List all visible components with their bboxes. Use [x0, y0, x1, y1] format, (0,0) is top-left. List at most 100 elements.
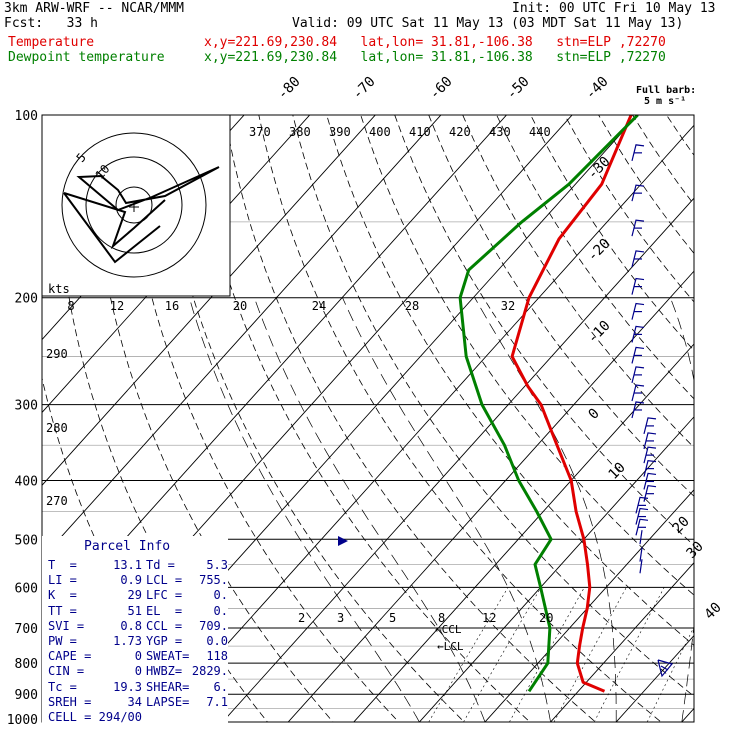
parcel-stat-value: 51: [127, 603, 142, 618]
isotherm-line: [549, 561, 694, 722]
wind-barb: [631, 277, 645, 295]
parcel-stat-value: 6.: [213, 679, 228, 694]
temperature-location: x,y=221.69,230.84 lat,lon= 31.81,-106.38…: [204, 35, 666, 50]
parcel-stat-label: HWBZ=: [146, 664, 183, 679]
wind-barb: [643, 472, 657, 490]
pressure-tick-label: 300: [15, 399, 38, 414]
parcel-stat-label: T =: [48, 558, 77, 572]
wind-barb: [635, 518, 649, 536]
mixing-ratio-label: 5: [389, 611, 396, 625]
wind-barb: [643, 417, 657, 435]
dry-adiabat: [122, 115, 400, 722]
mixing-ratio-line: [646, 626, 694, 722]
mixing-ratio-label: 12: [482, 611, 496, 625]
hodograph-axis-label: 32: [501, 299, 515, 313]
dewpoint-profile: [458, 115, 639, 693]
valid-time: Valid: 09 UTC Sat 11 May 13 (03 MDT Sat …: [292, 16, 684, 31]
parcel-stat-value: 0.0: [206, 634, 228, 648]
parcel-stat-label: EL =: [146, 603, 183, 618]
wind-barb: [631, 346, 645, 364]
isotherm-label: -40: [583, 74, 612, 103]
dry-adiabat: [224, 115, 597, 722]
lcl-marker: ←LCL: [437, 640, 464, 653]
pressure-tick-label: 100: [15, 109, 38, 124]
hodograph-axis-label: 12: [110, 299, 124, 313]
dry-adiabat: [701, 115, 740, 735]
dry-adiabat: [462, 115, 694, 448]
theta-e-label: 430: [489, 125, 511, 139]
wind-barb: [631, 144, 645, 161]
parcel-stat-value: 0.: [213, 603, 228, 618]
isotherm-line: [287, 270, 694, 722]
wind-barb: [635, 496, 649, 514]
parcel-stat-value: 294/00: [98, 710, 142, 724]
hodograph-axis-label: 24: [312, 299, 326, 313]
plot-frame: [41, 114, 695, 723]
parcel-stat-label: CIN =: [48, 664, 85, 679]
hodograph-ring: [61, 132, 207, 278]
init-time: Init: 00 UTC Fri 10 May 13: [512, 1, 716, 16]
wind-barb: [631, 366, 645, 384]
pressure-tick-label: 1000: [7, 713, 38, 728]
dry-adiabat: [496, 115, 694, 400]
hodograph-trace: [63, 192, 166, 250]
wind-barb: [631, 302, 645, 320]
parcel-stat-label: YGP =: [146, 634, 183, 648]
parcel-stat-label: SWEAT=: [146, 649, 190, 664]
pressure-tick-label: 800: [15, 657, 38, 672]
wind-barb: [631, 401, 645, 419]
parcel-stat-value: 755.: [199, 573, 228, 588]
pressure-tick-label: 200: [15, 292, 38, 307]
parcel-stat-value: 2829.: [191, 664, 228, 679]
parcel-stat-label: SHEAR=: [146, 679, 190, 694]
parcel-stat-value: 709.: [199, 618, 228, 633]
dewpoint-legend: Dewpoint temperature: [8, 50, 165, 65]
mixing-ratio-label: 2: [298, 611, 305, 625]
theta-e-label: 390: [329, 125, 351, 139]
pressure-tick-label: 400: [15, 474, 38, 489]
isotherm-label: -70: [350, 74, 379, 103]
pressure-tick-label: 900: [15, 688, 38, 703]
parcel-stat-label: CELL =: [48, 710, 92, 724]
theta-e-label: 440: [529, 125, 551, 139]
moist-adiabat: [342, 297, 551, 722]
wind-barb: [631, 184, 645, 202]
isotherm-line: [681, 707, 694, 722]
mixing-ratio-line: [463, 587, 542, 722]
mixing-ratio-label: 8: [438, 611, 445, 625]
dry-adiabat: [326, 115, 694, 646]
parcel-stat-label: LFC =: [146, 588, 183, 603]
wind-barb: [643, 432, 657, 450]
isotherm-line: [42, 115, 376, 487]
parcel-arrow: [338, 536, 348, 546]
parcel-stat-label: TT =: [48, 603, 77, 618]
hodograph-ring: [85, 156, 183, 254]
moist-adiabat: [670, 297, 694, 722]
parcel-stat-value: 7.1: [206, 694, 228, 709]
theta-e-label: 410: [409, 125, 431, 139]
parcel-stat-label: Td =: [146, 558, 175, 572]
theta-e-label: 400: [369, 125, 391, 139]
pressure-tick-label: 600: [15, 581, 38, 596]
dry-adiabat: [735, 115, 740, 735]
isotherm-line: [418, 416, 694, 722]
hodograph-axis-label: 16: [165, 299, 179, 313]
dry-adiabat-label: 290: [46, 347, 68, 361]
parcel-stat-label: LI =: [48, 573, 77, 588]
parcel-stat-value: 5.3: [206, 558, 228, 572]
parcel-stat-value: 34: [127, 694, 142, 709]
mixing-ratio-line: [553, 587, 627, 722]
parcel-stat-label: Tc =: [48, 679, 77, 694]
parcel-stat-value: 0: [134, 664, 142, 679]
moist-adiabat: [189, 297, 420, 722]
parcel-stat-value: 0.9: [120, 573, 142, 588]
mixing-ratio-label: 3: [337, 611, 344, 625]
mixing-ratio-line: [509, 587, 585, 722]
hodograph-trace: [76, 166, 220, 212]
wind-barb: [635, 507, 649, 525]
dry-adiabat: [292, 115, 694, 697]
parcel-info-title: Parcel Info: [84, 539, 171, 554]
hodograph-axis-label: 8: [67, 299, 74, 313]
parcel-stat-label: PW =: [48, 634, 77, 648]
parcel-stat-label: K =: [48, 588, 77, 603]
